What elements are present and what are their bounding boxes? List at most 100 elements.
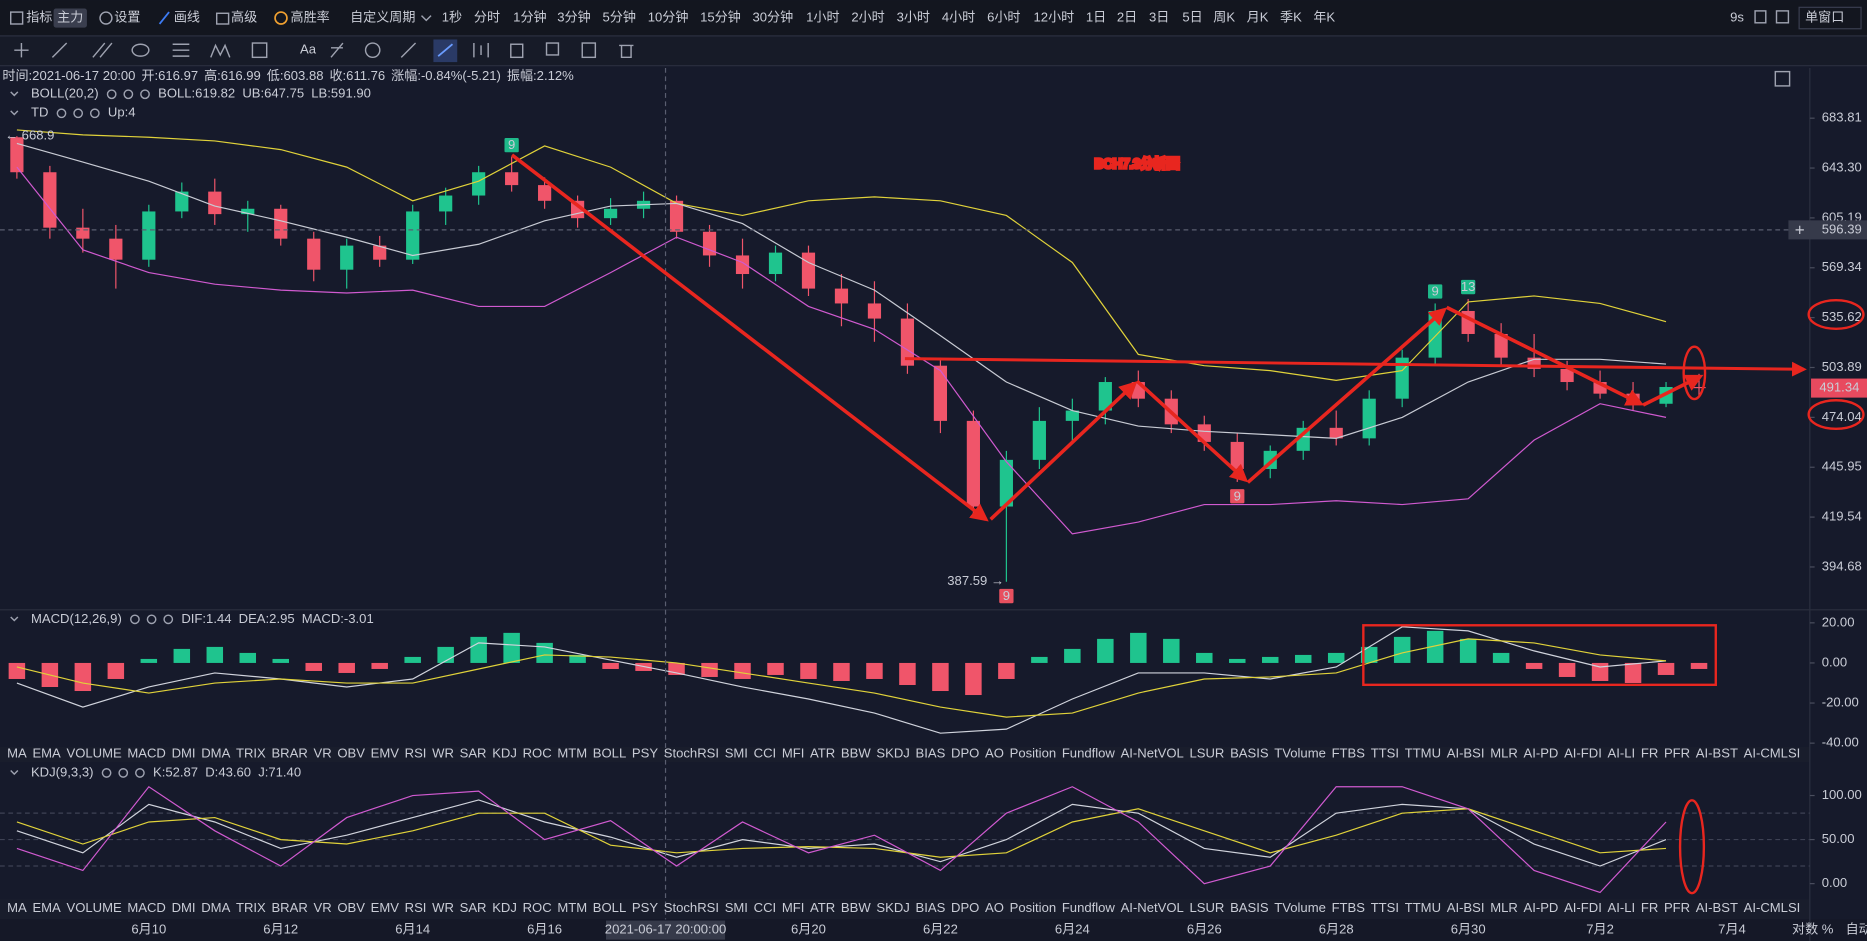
legend-icon[interactable] [123, 89, 134, 100]
indicator-tab[interactable]: KDJ [492, 745, 517, 760]
indicator-tab[interactable]: MFI [782, 745, 805, 760]
indicator-tab[interactable]: TRIX [236, 900, 266, 915]
indicator-tab[interactable]: MFI [782, 900, 805, 915]
toolbar-item[interactable]: 2日 [1117, 9, 1137, 24]
indicator-tab[interactable]: Position [1010, 745, 1057, 760]
legend-icon[interactable] [146, 614, 157, 625]
toolbar-item[interactable]: 3日 [1149, 9, 1169, 24]
indicator-tab[interactable]: ROC [523, 745, 552, 760]
indicator-tab[interactable]: BRAR [271, 900, 307, 915]
text-tool[interactable]: Aa [300, 42, 317, 57]
indicator-tab[interactable]: BIAS [916, 745, 946, 760]
tool[interactable] [330, 42, 344, 58]
indicator-tab[interactable]: BBW [841, 900, 871, 915]
axis-mode[interactable]: 自动 [1846, 922, 1867, 937]
toolbar-item[interactable]: 高级 [231, 8, 257, 24]
indicator-tab[interactable]: TVolume [1274, 745, 1326, 760]
indicator-tab[interactable]: AI-NetVOL [1121, 745, 1184, 760]
indicator-tab[interactable]: TVolume [1274, 900, 1326, 915]
toolbar-item[interactable]: 1日 [1086, 9, 1106, 24]
indicator-tab[interactable]: TTSI [1371, 900, 1399, 915]
indicator-tab[interactable]: RSI [405, 900, 427, 915]
indicator-tab[interactable]: StochRSI [664, 745, 719, 760]
indicator-tab[interactable]: MA [7, 900, 27, 915]
indicator-tab[interactable]: SMI [725, 745, 748, 760]
legend-icon[interactable] [101, 768, 112, 778]
tool[interactable] [14, 43, 29, 58]
indicator-tab[interactable]: AI-BST [1696, 745, 1738, 760]
indicator-tab[interactable]: ROC [523, 900, 552, 915]
indicator-tab[interactable]: EMV [371, 900, 400, 915]
tool[interactable] [210, 43, 231, 58]
toolbar-item[interactable]: 自定义周期 [350, 9, 415, 24]
toolbar-item[interactable]: 15分钟 [700, 8, 741, 24]
tool[interactable] [510, 43, 524, 59]
indicator-tab[interactable]: VR [313, 745, 331, 760]
toolbar-item[interactable]: 年K [1313, 9, 1335, 24]
indicator-tab[interactable]: FTBS [1332, 900, 1366, 915]
indicator-tab[interactable]: EMA [32, 900, 61, 915]
indicator-tab[interactable]: AI-BST [1696, 900, 1738, 915]
indicator-tab[interactable]: PSY [632, 745, 658, 760]
toolbar-item[interactable]: 3小时 [897, 9, 930, 24]
indicator-tab[interactable]: BOLL [593, 900, 626, 915]
indicator-tab[interactable]: SAR [460, 745, 487, 760]
tool[interactable] [131, 43, 150, 57]
indicator-tab[interactable]: SKDJ [876, 745, 909, 760]
indicator-tab[interactable]: AI-FDI [1564, 900, 1602, 915]
indicator-tab[interactable]: AI-BSI [1447, 900, 1485, 915]
refresh-rate[interactable]: 9s [1730, 9, 1744, 24]
indicator-tab[interactable]: ATR [810, 745, 835, 760]
indicator-tab[interactable]: MACD [127, 900, 166, 915]
indicator-tab[interactable]: WR [432, 900, 454, 915]
toolbar-item[interactable]: 高胜率 [291, 8, 330, 24]
indicator-tab[interactable]: DPO [951, 900, 979, 915]
indicator-tab[interactable]: VOLUME [66, 745, 122, 760]
indicator-tab[interactable]: MACD [127, 745, 166, 760]
toolbar-item[interactable]: 5日 [1182, 9, 1202, 24]
tool[interactable] [400, 42, 417, 58]
indicator-tab[interactable]: PFR [1664, 745, 1690, 760]
indicator-tab[interactable]: CCI [754, 745, 777, 760]
legend-icon[interactable] [73, 108, 84, 119]
toolbar-item[interactable]: 1小时 [806, 9, 839, 24]
tool[interactable] [172, 43, 190, 57]
indicator-tab[interactable]: FTBS [1332, 745, 1366, 760]
indicator-tab[interactable]: DMA [201, 900, 230, 915]
indicator-tab[interactable]: LSUR [1189, 745, 1224, 760]
toolbar-item[interactable]: 主力 [57, 9, 83, 24]
legend-icon[interactable] [135, 768, 145, 778]
indicator-tab[interactable]: LSUR [1189, 900, 1224, 915]
toolbar-item[interactable]: 12小时 [1034, 9, 1075, 24]
legend-icon[interactable] [56, 108, 67, 119]
legend-icon[interactable] [130, 614, 140, 625]
tool[interactable] [251, 42, 268, 59]
axis-mode[interactable]: % [1822, 922, 1834, 937]
indicator-tab[interactable]: AO [985, 745, 1004, 760]
toolbar-item[interactable]: 5分钟 [602, 8, 635, 24]
indicator-tab[interactable]: TTMU [1405, 900, 1441, 915]
toolbar-item[interactable]: 月K [1247, 9, 1269, 24]
toolbar-item[interactable]: 1秒 [442, 9, 462, 24]
indicator-tab[interactable]: CCI [754, 900, 777, 915]
tool[interactable] [473, 43, 489, 58]
indicator-tab[interactable]: MA [7, 745, 27, 760]
toolbar-item[interactable]: 指标 [26, 9, 52, 24]
toolbar-item[interactable]: 30分钟 [753, 8, 794, 24]
tool[interactable] [51, 42, 68, 58]
indicator-tab[interactable]: BOLL [593, 745, 626, 760]
indicator-tab[interactable]: KDJ [492, 900, 517, 915]
indicator-tab[interactable]: BASIS [1230, 900, 1269, 915]
indicator-tab[interactable]: FR [1641, 900, 1658, 915]
toolbar-item[interactable]: 6小时 [987, 9, 1020, 24]
indicator-tab[interactable]: Fundflow [1062, 745, 1116, 760]
legend-icon[interactable] [140, 89, 150, 100]
indicator-tab[interactable]: AI-BSI [1447, 745, 1485, 760]
indicator-tab[interactable]: Position [1010, 900, 1057, 915]
indicator-tab[interactable]: AI-NetVOL [1121, 900, 1184, 915]
indicator-tab[interactable]: Fundflow [1062, 900, 1116, 915]
indicator-tab[interactable]: SMI [725, 900, 748, 915]
window-mode[interactable]: 单窗口 [1805, 8, 1844, 24]
indicator-tab[interactable]: MTM [557, 745, 587, 760]
indicator-tab[interactable]: SAR [460, 900, 487, 915]
